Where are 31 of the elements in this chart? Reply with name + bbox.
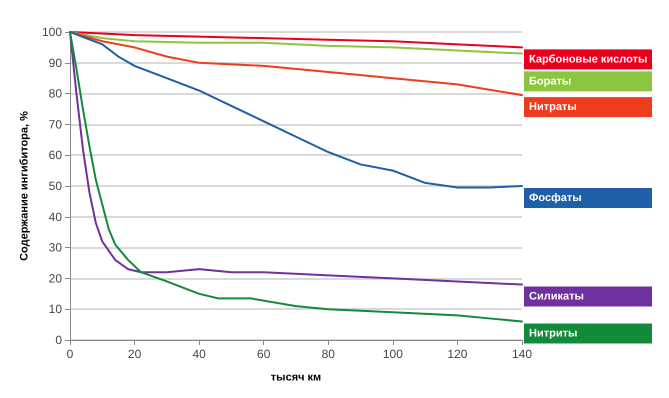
series-label: Фосфаты	[529, 192, 582, 204]
x-tick-label: 20	[128, 347, 142, 361]
line-series	[69, 31, 523, 96]
series-label: Силикаты	[529, 290, 584, 303]
series-label: Нитриты	[529, 328, 578, 340]
x-axis-title: тысяч км	[270, 372, 322, 384]
line-series	[69, 31, 523, 55]
line-series	[69, 31, 523, 189]
y-tick-label: 10	[48, 302, 62, 316]
series-label: Нитраты	[529, 101, 577, 114]
y-tick-label: 30	[48, 240, 62, 255]
y-tick-label: 40	[48, 210, 62, 224]
y-tick-label: 90	[48, 56, 62, 70]
y-tick-label: 60	[48, 148, 62, 162]
y-tick-label: 70	[48, 117, 62, 132]
x-tick-label: 120	[447, 347, 468, 361]
x-tick-label: 60	[257, 347, 271, 361]
text: Бораты	[529, 75, 572, 88]
y-tick-label: 100	[42, 25, 62, 39]
x-tick-label: 80	[322, 347, 336, 361]
y-tick-label: 50	[48, 179, 62, 193]
series-label: Карбоновые кислоты	[529, 53, 648, 66]
x-tick-label: 140	[512, 347, 532, 361]
x-tick-label: 100	[382, 347, 404, 361]
y-axis-title: Содержание ингибитора, %	[18, 110, 30, 261]
y-tick-label: 20	[48, 271, 62, 286]
x-tick-label: 40	[192, 347, 206, 361]
line-series	[69, 31, 523, 48]
y-tick-label: 0	[55, 333, 62, 347]
y-tick-label: 80	[48, 86, 62, 101]
x-tick-label: 0	[66, 347, 74, 361]
